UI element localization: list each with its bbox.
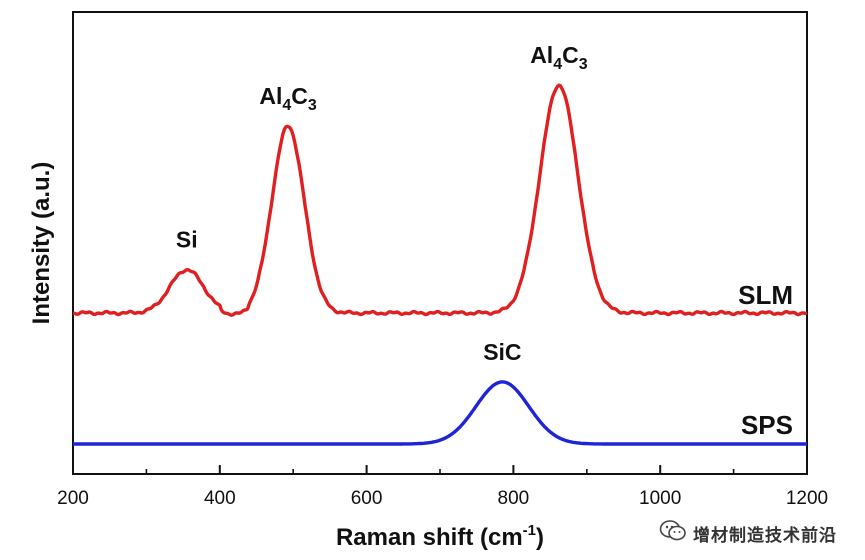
x-axis-title-main: Raman shift (cm — [336, 524, 523, 551]
x-tick-label: 200 — [57, 488, 89, 509]
peak-label-sub: 4 — [282, 97, 291, 114]
peak-label-main: Si — [176, 227, 198, 253]
x-axis-title-superscript: -1 — [523, 522, 536, 539]
peak-label-mid: C — [562, 42, 579, 68]
peak-label: SiC — [483, 339, 521, 365]
peak-label-main: Al — [259, 83, 282, 109]
slm-series-label: SLM — [738, 280, 793, 310]
x-axis-title-suffix: ) — [536, 524, 544, 551]
x-axis-tick-labels: 200 400 600 800 1000 1200 — [57, 488, 828, 509]
x-axis-title: Raman shift (cm-1) — [336, 522, 544, 551]
sps-series-label: SPS — [741, 410, 793, 440]
watermark-text: 增材制造技术前沿 — [693, 526, 837, 546]
peak-label-main: Al — [530, 42, 553, 68]
watermark: 增材制造技术前沿 — [659, 519, 837, 548]
peak-label-sub: 3 — [579, 56, 588, 73]
peak-label: Al4C3 — [259, 83, 317, 114]
peak-label-mid: C — [291, 83, 308, 109]
x-tick-label: 1200 — [786, 488, 828, 509]
peak-label: Si — [176, 227, 198, 253]
sps-series-line — [72, 380, 808, 446]
y-axis-title: Intensity (a.u.) — [28, 162, 55, 325]
peak-label-sub: 3 — [308, 97, 317, 114]
x-tick-label: 800 — [498, 488, 530, 509]
x-axis-ticks — [72, 465, 808, 474]
peak-label: Al4C3 — [530, 42, 588, 73]
wechat-icon — [659, 519, 687, 548]
peak-label-main: SiC — [483, 339, 521, 365]
x-tick-label: 1000 — [639, 488, 681, 509]
slm-series-line — [72, 83, 808, 317]
peak-label-sub: 4 — [553, 56, 562, 73]
x-tick-label: 400 — [204, 488, 236, 509]
x-tick-label: 600 — [351, 488, 383, 509]
